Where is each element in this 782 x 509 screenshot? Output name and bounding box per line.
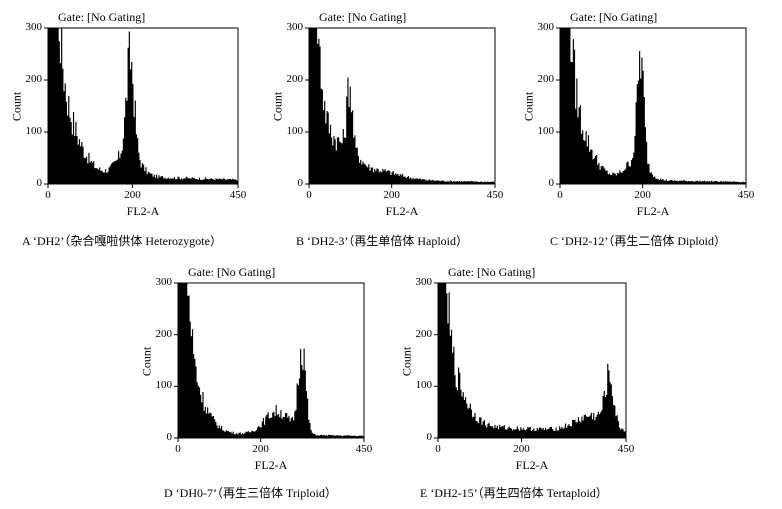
figure-caption: E ‘DH2-15’（再生四倍体 Tertaploid） <box>420 486 608 500</box>
plot-frame <box>437 282 627 439</box>
y-tick-label: 100 <box>25 125 43 137</box>
x-tick-label: 0 <box>557 189 563 201</box>
figure-caption: C ‘DH2-12’（再生二倍体 Diploid） <box>550 234 726 248</box>
y-tick-label: 200 <box>155 327 173 340</box>
x-tick-label: 200 <box>124 189 141 201</box>
y-axis-label: Count <box>399 346 414 376</box>
y-tick-label: 300 <box>25 21 43 33</box>
y-tick-label: 300 <box>415 276 433 288</box>
x-tick-label: 0 <box>45 189 51 201</box>
y-tick-label: 300 <box>286 21 304 33</box>
plot-frame <box>559 27 747 185</box>
y-tick-label: 200 <box>25 73 43 85</box>
chart-title: Gate: [No Gating] <box>448 265 536 279</box>
y-tick-label: 200 <box>537 73 555 85</box>
y-tick-label: 100 <box>286 125 304 137</box>
x-axis-label: FL2-A <box>385 204 419 218</box>
y-tick-label: 200 <box>286 73 304 85</box>
x-tick-label: 450 <box>617 443 635 455</box>
y-tick-label: 200 <box>415 327 433 340</box>
histogram-bars <box>309 28 495 184</box>
x-tick-label: 450 <box>737 189 755 201</box>
x-tick-label: 0 <box>175 443 181 455</box>
figure-caption: A ‘DH2’（杂合嘎啦供体 Heterozygote） <box>22 234 222 248</box>
chart-title: Gate: [No Gating] <box>188 265 276 279</box>
y-axis-label: Count <box>270 91 285 122</box>
x-tick-label: 200 <box>383 189 400 201</box>
x-axis-label: FL2-A <box>515 458 549 472</box>
plot-frame <box>308 27 496 185</box>
y-tick-label: 100 <box>537 125 555 137</box>
figure-caption: D ‘DH0-7’（再生三倍体 Triploid） <box>164 486 337 500</box>
plot-frame <box>47 27 239 185</box>
y-tick-label: 0 <box>426 431 433 443</box>
x-axis-label: FL2-A <box>126 204 160 218</box>
histogram-bars <box>560 28 746 184</box>
y-axis-label: Count <box>521 91 536 122</box>
x-tick-label: 0 <box>435 443 441 455</box>
plot-frame <box>177 282 365 439</box>
x-tick-label: 200 <box>634 189 651 201</box>
chart-title: Gate: [No Gating] <box>319 10 407 24</box>
y-tick-label: 0 <box>36 177 43 189</box>
x-tick-label: 450 <box>355 443 373 455</box>
x-tick-label: 200 <box>252 443 269 455</box>
x-tick-label: 200 <box>513 443 530 455</box>
histogram-bars <box>48 28 238 184</box>
x-axis-label: FL2-A <box>636 204 670 218</box>
y-tick-label: 300 <box>537 21 555 33</box>
y-tick-label: 100 <box>415 379 433 392</box>
y-tick-label: 100 <box>155 379 173 392</box>
x-tick-label: 450 <box>229 189 247 201</box>
y-axis-label: Count <box>9 91 24 122</box>
x-tick-label: 0 <box>306 189 312 201</box>
figure-caption: B ‘DH2-3’（再生单倍体 Haploid） <box>296 234 468 248</box>
y-tick-label: 0 <box>297 177 304 189</box>
chart-title: Gate: [No Gating] <box>58 10 146 24</box>
histogram-bars <box>178 283 364 438</box>
histogram-bars <box>438 283 626 438</box>
x-tick-label: 450 <box>486 189 504 201</box>
x-axis-label: FL2-A <box>254 458 288 472</box>
y-axis-label: Count <box>139 346 154 376</box>
chart-title: Gate: [No Gating] <box>570 10 658 24</box>
y-tick-label: 300 <box>155 276 173 288</box>
y-tick-label: 0 <box>166 431 173 443</box>
y-tick-label: 0 <box>548 177 555 189</box>
